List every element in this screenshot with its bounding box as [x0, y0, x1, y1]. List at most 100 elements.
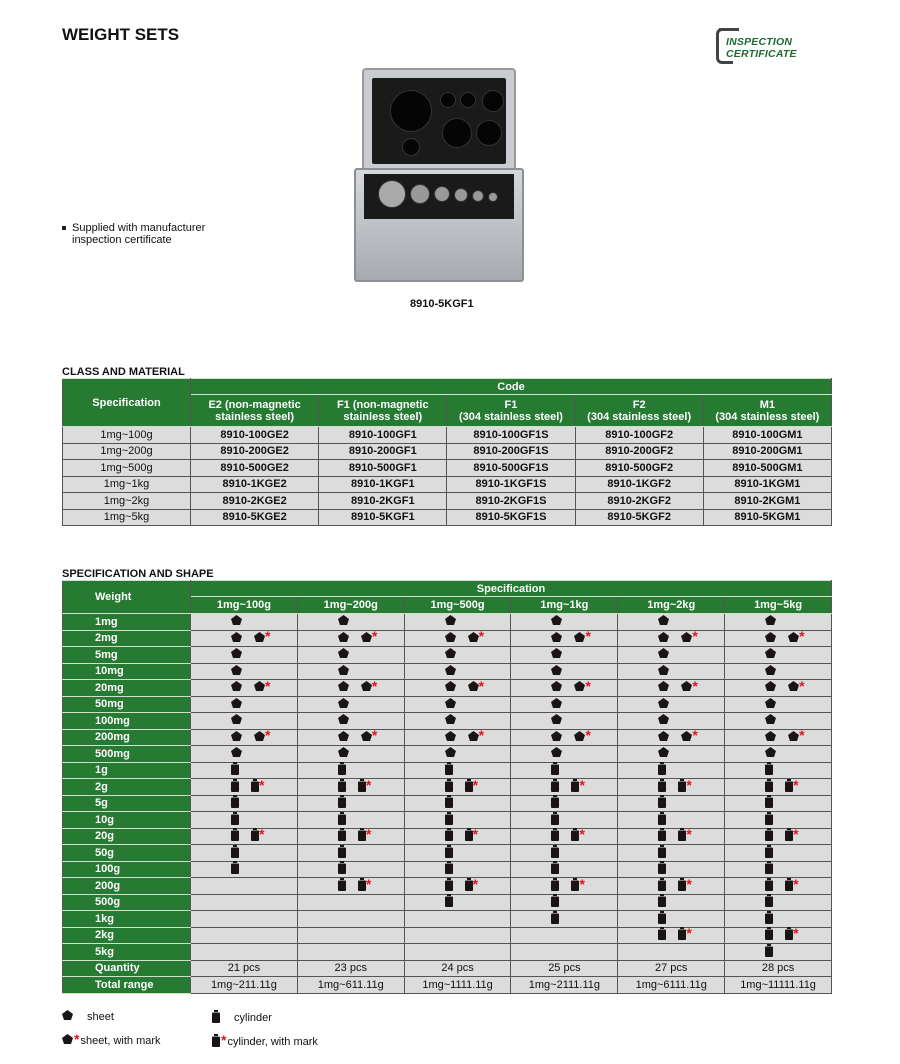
weight-cell: 1kg	[62, 910, 191, 928]
sheet-icon	[574, 631, 586, 645]
weight-cell: 5g	[62, 794, 191, 812]
cylinder-icon	[357, 828, 366, 844]
code-cell: 8910-1KGE2	[189, 475, 320, 493]
shape-cell	[510, 943, 619, 961]
weight-cell: 2mg	[62, 629, 191, 647]
cylinder-icon	[765, 844, 774, 861]
cylinder-icon	[464, 877, 473, 894]
sheet-icon	[765, 664, 777, 678]
weight-cell: 2kg	[62, 926, 191, 944]
sheet-icon	[765, 615, 777, 628]
code-cell: 8910-500GM1	[702, 459, 833, 477]
shape-cell: *	[190, 728, 298, 746]
class-column-header: F2 (304 stainless steel)	[574, 394, 704, 427]
mark-star-icon: *	[799, 628, 805, 645]
shape-cell	[403, 893, 512, 911]
cylinder-icon	[464, 828, 473, 844]
cylinder-icon	[231, 861, 239, 877]
cylinder-icon	[337, 844, 346, 861]
spec-cell: 1mg~1kg	[62, 475, 191, 493]
legend-cylinder-mark: * cylinder, with mark	[212, 1033, 318, 1050]
shape-cell	[724, 794, 832, 812]
shape-cell	[510, 926, 619, 944]
sheet-icon	[231, 730, 242, 744]
shape-cell	[403, 844, 512, 862]
table-row: 5g	[62, 794, 832, 812]
code-cell: 8910-200GF2	[574, 442, 704, 460]
sheet-icon	[551, 631, 563, 645]
shape-cell: *	[403, 728, 512, 746]
sheet-icon	[254, 681, 265, 694]
cylinder-icon	[571, 828, 580, 844]
cylinder-icon	[658, 795, 667, 811]
mark-star-icon: *	[478, 677, 485, 694]
spec-header: Specification	[62, 378, 191, 427]
table-row: 1g	[62, 761, 832, 779]
code-cell: 8910-1KGM1	[702, 475, 833, 493]
mark-star-icon: *	[692, 677, 698, 694]
total_range-cell: 1mg~1111.11g	[403, 976, 512, 994]
cylinder-icon	[785, 778, 794, 795]
spec-cell: 1mg~500g	[62, 459, 191, 477]
table-row: 500g	[62, 893, 832, 911]
cylinder-icon	[337, 795, 346, 811]
sheet-icon	[788, 730, 800, 744]
shape-cell: *	[403, 877, 512, 895]
section-title-class-material: CLASS AND MATERIAL	[62, 366, 185, 378]
sheet-icon	[231, 631, 242, 645]
mark-star-icon: *	[585, 628, 591, 645]
sheet-icon	[360, 631, 372, 645]
sheet-icon	[658, 730, 670, 744]
mark-star-icon: *	[371, 677, 378, 694]
cylinder-icon	[251, 778, 259, 795]
sheet-icon	[765, 681, 777, 694]
spec-column-header: 1mg~5kg	[724, 596, 832, 614]
sheet-icon	[360, 681, 372, 694]
shape-cell	[190, 844, 298, 862]
shape-cell	[724, 613, 832, 631]
table-row: 200g * * * * *	[62, 877, 832, 895]
sheet-icon	[551, 664, 563, 678]
table-row: 2kg * *	[62, 926, 832, 944]
cylinder-icon	[444, 795, 453, 811]
shape-cell: *	[296, 629, 405, 647]
sheet-icon	[658, 615, 670, 628]
cylinder-icon	[251, 828, 259, 844]
class-material-table: Specification Code E2 (non-magnetic stain…	[62, 378, 833, 526]
sheet-icon	[658, 697, 670, 711]
sheet-icon	[254, 730, 265, 744]
weight-cell: 5kg	[62, 943, 191, 961]
shape-cell: *	[296, 877, 405, 895]
shape-cell	[403, 613, 512, 631]
shape-cell	[190, 662, 298, 680]
shape-cell	[510, 613, 619, 631]
shape-cell: *	[617, 778, 726, 796]
weight-cell: 200g	[62, 877, 191, 895]
cylinder-icon	[551, 844, 560, 861]
total_range-cell: 1mg~611.11g	[296, 976, 405, 994]
sheet-icon	[658, 648, 670, 661]
shape-cell: *	[510, 778, 619, 796]
column-header-line: (304 stainless steel)	[587, 410, 692, 423]
class-column-header: M1 (304 stainless steel)	[702, 394, 833, 427]
shape-cell	[403, 695, 512, 713]
cylinder-icon	[551, 778, 560, 795]
cylinder-icon	[658, 828, 667, 844]
shape-cell	[617, 695, 726, 713]
cylinder-icon	[765, 943, 774, 960]
product-image-weight-case	[350, 68, 525, 282]
class-column-header: F1 (304 stainless steel)	[446, 394, 576, 427]
table-row: 50g	[62, 844, 832, 862]
sheet-icon	[337, 714, 349, 727]
cylinder-icon	[444, 877, 453, 894]
sheet-icon	[337, 631, 349, 645]
shape-cell	[296, 844, 405, 862]
shape-cell	[724, 811, 832, 829]
sheet-icon	[551, 615, 563, 628]
mark-star-icon: *	[793, 776, 799, 793]
cylinder-icon	[785, 927, 794, 943]
quantity-cell: 21 pcs	[190, 959, 298, 977]
cylinder-icon	[444, 894, 453, 910]
legend-label: sheet, with mark	[80, 1034, 161, 1047]
inspection-certificate-logo: INSPECTION CERTIFICATE	[716, 28, 826, 64]
